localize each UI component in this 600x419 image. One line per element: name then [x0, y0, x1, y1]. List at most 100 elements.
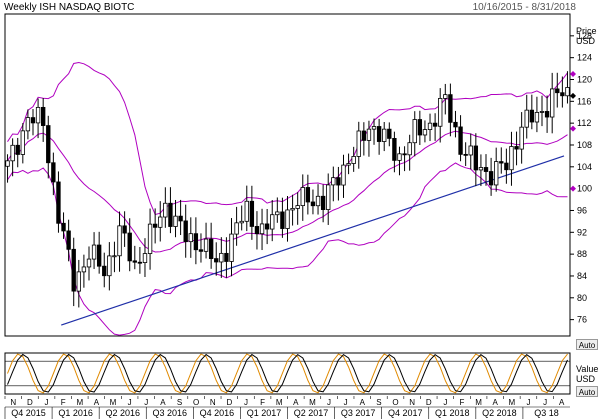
- candle-body-108: [555, 88, 560, 94]
- candle-body-33: [173, 215, 178, 227]
- candle-body-17: [91, 244, 97, 260]
- candle-48: [249, 185, 255, 240]
- candle-72: [371, 118, 377, 145]
- candle-body-25: [132, 260, 137, 263]
- candle-body-65: [336, 177, 341, 186]
- candle-body-36: [188, 233, 193, 243]
- candle-body-76: [392, 138, 397, 161]
- candle-31: [163, 187, 168, 228]
- candle-15: [81, 254, 87, 288]
- candle-24: [127, 218, 132, 272]
- candle-13: [71, 237, 76, 307]
- upper-band-marker: [570, 71, 576, 78]
- candle-100: [514, 131, 519, 166]
- candle-body-102: [524, 109, 529, 128]
- month-label-10: S: [177, 398, 182, 407]
- candle-23: [122, 211, 127, 247]
- month-label-27: F: [460, 398, 465, 407]
- candle-22: [117, 211, 122, 272]
- candle-75: [387, 122, 392, 147]
- price-panel-frame: [4, 13, 571, 337]
- month-label-23: O: [392, 398, 398, 407]
- price-tick-label-6: 100: [577, 184, 592, 194]
- candle-102: [524, 94, 529, 139]
- candle-body-14: [76, 271, 81, 292]
- candle-66: [341, 154, 346, 198]
- candle-56: [290, 194, 295, 226]
- candle-body-45: [234, 222, 239, 235]
- candle-body-98: [504, 162, 509, 171]
- candle-2: [15, 137, 20, 168]
- month-label-0: N: [10, 398, 16, 407]
- candle-body-28: [147, 223, 153, 254]
- date-range: 10/16/2015 - 8/31/2018: [472, 2, 576, 13]
- candle-95: [488, 157, 494, 196]
- candle-33: [173, 199, 178, 238]
- value-auto-button[interactable]: Auto: [576, 386, 598, 397]
- candle-81: [417, 110, 423, 145]
- candle-body-89: [458, 126, 463, 155]
- candle-body-82: [422, 129, 428, 136]
- candle-86: [443, 83, 448, 115]
- candle-body-97: [499, 161, 504, 164]
- candle-body-66: [341, 164, 346, 186]
- candle-body-60: [310, 201, 316, 207]
- candle-body-5: [30, 117, 36, 124]
- candle-54: [280, 197, 285, 238]
- candle-body-59: [305, 187, 311, 203]
- candle-55: [285, 195, 290, 242]
- candle-body-70: [361, 130, 367, 141]
- quarter-label-0: Q4 2015: [11, 408, 46, 418]
- candle-62: [320, 184, 326, 223]
- price-axis-title-1: Price: [576, 26, 597, 36]
- month-label-11: O: [193, 398, 199, 407]
- candle-body-19: [102, 265, 107, 277]
- candle-53: [275, 197, 280, 223]
- month-label-16: M: [276, 398, 283, 407]
- candle-76: [392, 131, 397, 173]
- candle-body-42: [219, 252, 224, 263]
- candle-29: [152, 208, 158, 244]
- oscillator-series-1: [7, 353, 568, 393]
- candle-body-30: [158, 216, 163, 228]
- candle-body-64: [331, 177, 336, 186]
- candle-body-50: [259, 223, 265, 235]
- candle-body-96: [494, 161, 499, 186]
- month-label-21: A: [360, 398, 366, 407]
- quarter-label-8: Q4 2017: [388, 408, 423, 418]
- candle-body-72: [371, 126, 377, 130]
- month-label-25: D: [426, 398, 432, 407]
- candle-65: [336, 166, 341, 201]
- candle-35: [183, 204, 188, 258]
- candle-64: [331, 166, 336, 202]
- candle-105: [539, 95, 545, 127]
- price-auto-button[interactable]: Auto: [576, 339, 598, 350]
- candle-body-56: [290, 208, 295, 211]
- candle-body-32: [168, 202, 173, 227]
- candle-body-99: [509, 146, 514, 171]
- candle-body-84: [432, 122, 438, 127]
- candle-44: [229, 218, 234, 277]
- price-tick-label-8: 108: [577, 140, 592, 150]
- candle-body-74: [382, 128, 387, 142]
- candle-28: [147, 208, 153, 270]
- candle-body-20: [107, 255, 112, 277]
- candle-50: [259, 208, 265, 251]
- middle-band-marker: [570, 125, 576, 132]
- value-axis-title-2: USD: [576, 374, 596, 384]
- candle-85: [438, 88, 443, 143]
- candle-99: [509, 131, 514, 186]
- month-label-3: F: [61, 398, 66, 407]
- candle-body-46: [239, 220, 244, 224]
- quarter-label-3: Q3 2016: [153, 408, 188, 418]
- month-label-32: J: [543, 398, 547, 407]
- last-price-marker: [570, 92, 576, 99]
- candle-61: [315, 184, 321, 215]
- candle-body-47: [244, 200, 249, 222]
- candle-73: [376, 118, 382, 155]
- candle-body-24: [127, 232, 132, 262]
- candle-body-93: [478, 167, 484, 171]
- candle-body-44: [229, 233, 234, 262]
